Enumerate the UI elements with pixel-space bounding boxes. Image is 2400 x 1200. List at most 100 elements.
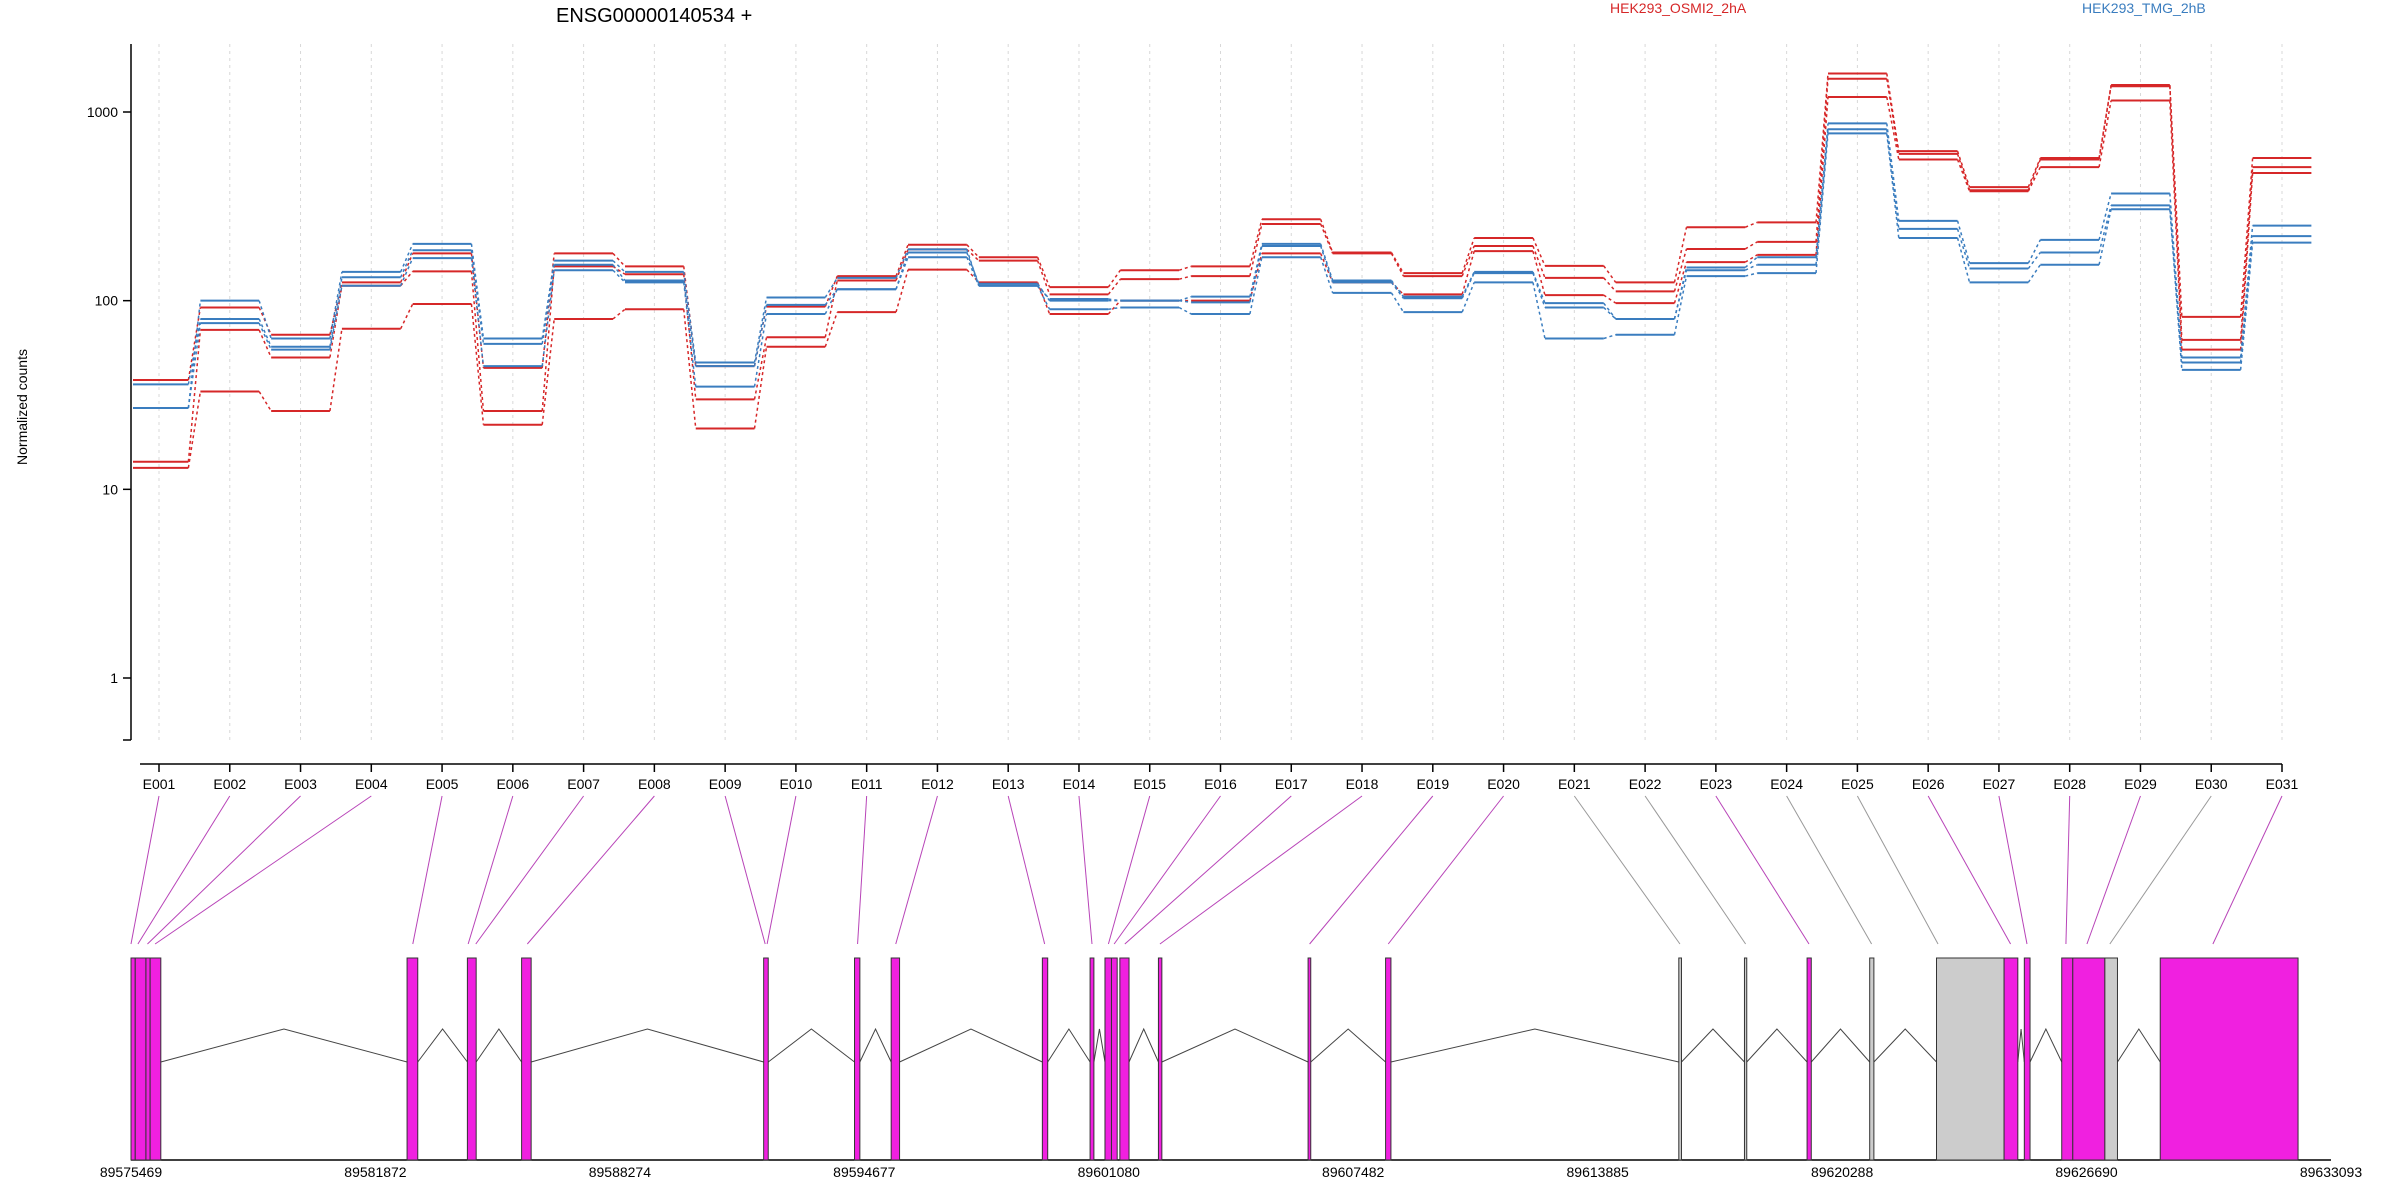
- series-connector: [824, 288, 838, 315]
- y-tick-label: 1000: [87, 104, 118, 120]
- series-connector: [541, 318, 555, 425]
- series-connector: [1956, 150, 1971, 188]
- series-6: [133, 132, 2312, 409]
- series-connector: [470, 303, 485, 425]
- series-connector: [258, 300, 272, 339]
- exon-block: [466, 957, 477, 1161]
- exon-link: [724, 795, 766, 945]
- exon-link: [467, 795, 514, 945]
- coordinate-label: 89581872: [344, 1164, 407, 1180]
- chart-title: ENSG00000140534 +: [556, 5, 752, 27]
- series-connector: [895, 256, 909, 290]
- series-connector: [258, 329, 272, 358]
- y-tick-label: 100: [95, 293, 119, 309]
- series-connector: [1036, 256, 1051, 288]
- exon-block: [2072, 957, 2106, 1161]
- x-tick-label: E004: [355, 776, 388, 792]
- series-connector: [329, 328, 343, 412]
- x-tick-label: E024: [1770, 776, 1803, 792]
- series-connector: [1108, 298, 1121, 302]
- series-connector: [966, 248, 980, 262]
- intron: [475, 1028, 523, 1063]
- exon-link: [154, 795, 372, 945]
- series-connector: [1956, 237, 1971, 283]
- exon-block: [2159, 957, 2299, 1161]
- exon-link: [2212, 795, 2283, 945]
- series-connector: [1178, 306, 1192, 315]
- series-connector: [1037, 285, 1051, 300]
- exon-link: [766, 795, 797, 945]
- series-connector: [2239, 158, 2254, 317]
- series-connector: [1886, 78, 1900, 154]
- exon-block: [406, 957, 419, 1161]
- series-connector: [1886, 96, 1900, 160]
- series-connector: [1673, 248, 1688, 292]
- series-connector: [1673, 270, 1688, 320]
- exon-link: [130, 795, 160, 945]
- series-connector: [1249, 223, 1263, 277]
- exon-block: [2104, 957, 2118, 1161]
- x-tick-label: E029: [2124, 776, 2157, 792]
- series-connector: [1390, 281, 1405, 299]
- series-2: [133, 77, 2312, 463]
- exon-link: [1387, 795, 1504, 945]
- exon-link: [147, 795, 301, 945]
- series-connector: [1249, 257, 1263, 315]
- series-connector: [824, 280, 839, 338]
- exon-block: [1110, 957, 1118, 1161]
- intron: [1746, 1028, 1808, 1063]
- x-tick-label: E019: [1416, 776, 1449, 792]
- series-connector: [399, 253, 414, 283]
- exon-links: [130, 795, 2283, 945]
- x-tick-label: E008: [638, 776, 671, 792]
- series-connector: [1744, 221, 1758, 228]
- exon-link: [1644, 795, 1747, 945]
- coordinate-label: 89613885: [1567, 1164, 1630, 1180]
- series-connector: [2098, 100, 2112, 168]
- series-connector: [258, 322, 272, 350]
- series-connector: [2098, 193, 2112, 241]
- series-connector: [1673, 275, 1688, 335]
- series-connector: [966, 244, 980, 258]
- tick-labels: 1 10 100 1000 E001 E002 E003 E004 E005 E006 E007 E0…: [87, 104, 2299, 792]
- series-connector: [1249, 245, 1263, 303]
- series-connector: [1886, 123, 1900, 221]
- exon-block: [130, 957, 136, 1161]
- exon-link: [1573, 795, 1681, 945]
- series-connector: [187, 391, 202, 468]
- intron: [2029, 1027, 2063, 1063]
- series-3: [133, 96, 2312, 469]
- exon-link: [475, 795, 585, 945]
- series-connector: [753, 304, 768, 367]
- exon-link: [2109, 795, 2212, 945]
- exon-block: [763, 957, 769, 1161]
- series-connector: [895, 252, 909, 290]
- series-connector: [1744, 264, 1758, 271]
- exon-block: [890, 957, 901, 1161]
- series-connector: [895, 249, 909, 279]
- series-connector: [1461, 250, 1475, 295]
- series-connector: [1815, 133, 1829, 274]
- series-connector: [2239, 225, 2254, 358]
- series-connector: [1461, 237, 1475, 274]
- series-connector: [1744, 241, 1758, 250]
- exon-link: [1715, 795, 1810, 945]
- exon-block: [1041, 957, 1049, 1161]
- x-tick-label: E031: [2266, 776, 2299, 792]
- intron: [1128, 1027, 1159, 1063]
- x-tick-label: E016: [1204, 776, 1237, 792]
- exon-block: [1936, 957, 2005, 1161]
- exon-link: [1786, 795, 1873, 945]
- x-tick-label: E021: [1558, 776, 1591, 792]
- x-tick-label: E005: [426, 776, 459, 792]
- coordinate-label: 89620288: [1811, 1164, 1874, 1180]
- series-connector: [541, 266, 555, 412]
- y-axis-label: Normalized counts: [14, 349, 30, 465]
- x-tick-label: E027: [1983, 776, 2016, 792]
- x-tick-label: E030: [2195, 776, 2228, 792]
- series-connector: [1603, 333, 1616, 340]
- exon-link: [857, 795, 868, 945]
- exon-link: [137, 795, 231, 945]
- intron: [1810, 1028, 1871, 1063]
- series-connector: [399, 243, 414, 273]
